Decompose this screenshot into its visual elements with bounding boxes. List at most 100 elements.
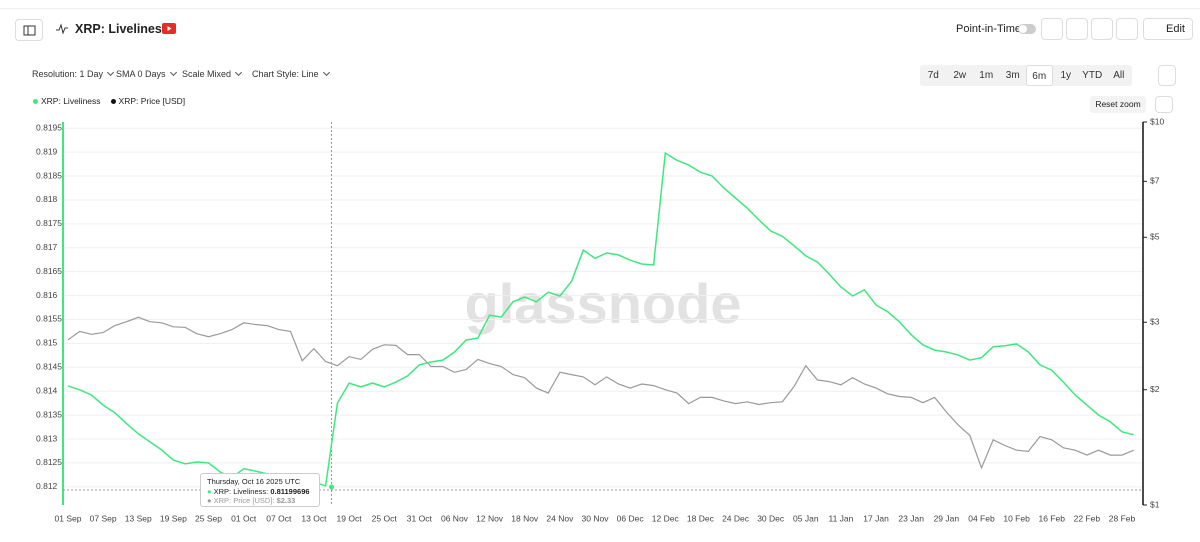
legend-entry: XRP: Price [USD] [110,96,185,106]
snapshot-button[interactable] [1155,96,1173,113]
x-tick-label: 22 Feb [1074,513,1101,523]
series-line [67,151,1134,487]
watermark: glassnode [465,272,742,335]
x-tick-label: 30 Dec [757,513,785,523]
metric-icon [56,23,68,35]
y-tick-label: 0.8145 [36,362,62,372]
point-in-time-label: Point-in-Time [956,23,1021,35]
x-tick-label: 25 Sep [195,513,222,523]
x-tick-label: 17 Jan [863,513,889,523]
y-tick-label: 0.8195 [36,122,62,132]
range-button[interactable]: 1y [1060,70,1072,81]
resolution-dropdown[interactable]: Resolution: 1 Day [32,69,113,79]
range-selector: 7d 2w 1m 3m 6m 1y YTD All [920,65,1132,86]
x-tick-label: 23 Jan [898,513,924,523]
x-tick-label: 16 Feb [1038,513,1065,523]
x-tick-label: 01 Sep [55,513,82,523]
y-tick-label: 0.817 [36,242,58,252]
range-button[interactable]: 1m [979,70,994,81]
range-button[interactable]: 3m [1005,70,1020,81]
series-line [67,316,1134,470]
legend: XRP: Liveliness XRP: Price [USD] [33,96,185,106]
y2-tick-label: $2 [1150,384,1160,394]
x-tick-label: 04 Feb [968,513,995,523]
tooltip: Thursday, Oct 16 2025 UTC ● XRP: Livelin… [200,473,320,507]
hover-dot [329,484,334,490]
y-tick-label: 0.815 [36,338,58,348]
y-tick-label: 0.8135 [36,409,62,419]
tooltip-value: $2.33 [276,496,296,505]
y-tick-label: 0.8125 [36,457,62,467]
edit-label: Edit [1166,23,1185,35]
style-dropdown[interactable]: Chart Style: Line [252,69,329,79]
y-tick-label: 0.813 [36,433,58,443]
tooltip-date: Thursday, Oct 16 2025 UTC [207,477,301,486]
x-tick-label: 06 Dec [617,513,645,523]
x-tick-label: 13 Sep [125,513,152,523]
tooltip-label: XRP: Liveliness: [213,486,269,496]
y-tick-label: 0.819 [36,146,58,156]
y-tick-label: 0.8185 [36,170,62,180]
tooltip-label: XRP: Price [USD]: [213,496,275,505]
share-button[interactable] [1091,18,1113,40]
star-button[interactable] [1041,18,1063,40]
range-button[interactable]: 6m [1026,65,1053,86]
header-title: XRP: Liveliness [75,22,169,36]
icon [23,25,36,36]
x-tick-label: 18 Nov [511,513,539,523]
legend-entry: XRP: Liveliness [33,96,101,106]
range-button[interactable]: 7d [927,70,939,81]
legend-label: XRP: Liveliness [41,96,101,106]
x-tick-label: 19 Oct [337,513,363,523]
y-tick-label: 0.818 [36,194,58,204]
reset-zoom-button[interactable]: Reset zoom [1090,96,1146,113]
calendar-button[interactable] [1158,65,1176,86]
copy-button[interactable] [1116,18,1138,40]
range-button[interactable]: All [1113,70,1125,81]
legend-dot [33,99,38,105]
alert-button[interactable] [1066,18,1088,40]
x-tick-label: 28 Feb [1109,513,1136,523]
x-tick-label: 18 Dec [687,513,715,523]
scale-dropdown[interactable]: Scale Mixed [182,69,241,79]
y-tick-label: 0.8155 [36,314,62,324]
x-tick-label: 01 Oct [231,513,257,523]
sidebar-button[interactable] [15,19,43,41]
x-tick-label: 05 Jan [793,513,819,523]
x-tick-label: 11 Jan [828,513,853,523]
x-tick-label: 06 Nov [441,513,469,523]
legend-dot [110,99,116,105]
x-tick-label: 13 Oct [301,513,327,523]
range-button[interactable]: YTD [1082,70,1103,81]
y-tick-label: 0.8165 [36,266,62,276]
video-icon[interactable] [162,23,176,35]
top-border [0,8,1200,9]
y2-tick-label: $7 [1150,176,1160,186]
x-tick-label: 30 Nov [582,513,610,523]
edit-button[interactable]: Edit [1143,18,1193,40]
y2-tick-label: $10 [1150,116,1164,126]
y-tick-label: 0.812 [36,481,58,491]
x-tick-label: 31 Oct [407,513,433,523]
x-tick-label: 12 Dec [652,513,680,523]
range-button[interactable]: 2w [953,70,967,81]
x-tick-label: 24 Dec [722,513,750,523]
y-tick-label: 0.816 [36,290,58,300]
sma-dropdown[interactable]: SMA 0 Days [116,69,176,79]
x-tick-label: 07 Sep [90,513,117,523]
x-tick-label: 29 Jan [934,513,960,523]
y2-tick-label: $1 [1150,499,1160,509]
x-tick-label: 07 Oct [266,513,292,523]
x-tick-label: 10 Feb [1003,513,1030,523]
x-tick-label: 25 Oct [372,513,398,523]
y2-tick-label: $5 [1150,232,1160,242]
toggle[interactable] [1018,24,1036,34]
y-tick-label: 0.8175 [36,218,62,228]
y-tick-label: 0.814 [36,385,58,395]
x-tick-label: 19 Sep [160,513,187,523]
tooltip-value: 0.81199696 [270,486,310,496]
y2-tick-label: $3 [1150,317,1160,327]
x-tick-label: 24 Nov [546,513,574,523]
